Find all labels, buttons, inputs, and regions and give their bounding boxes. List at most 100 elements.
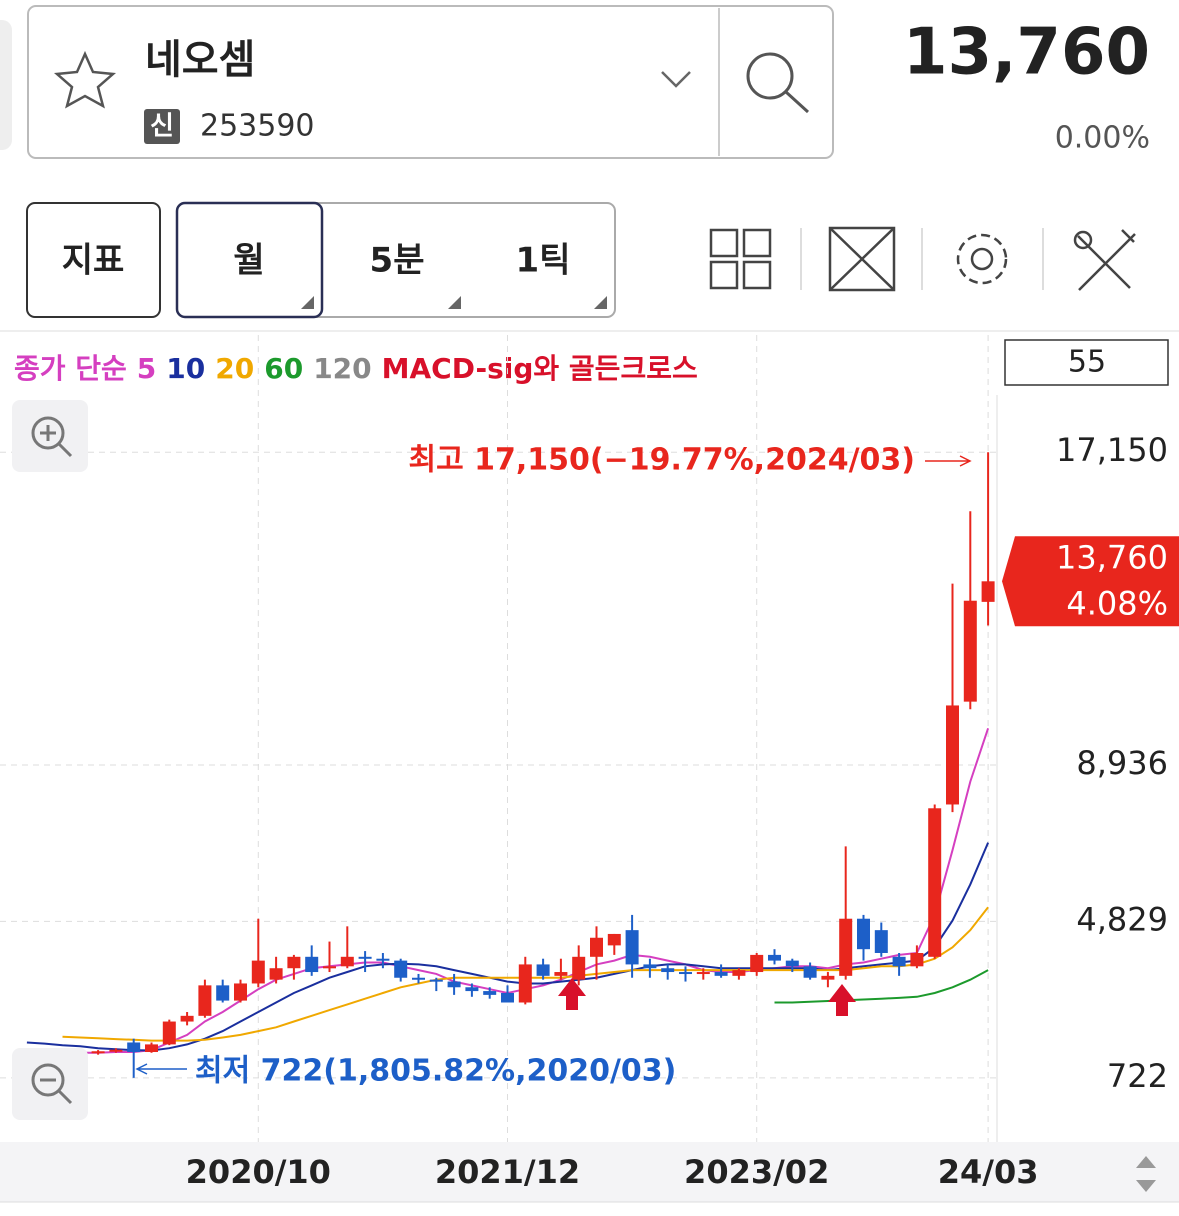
candle-body [518,964,532,1003]
ma-line [774,969,989,1004]
y-tick-label: 4,829 [1076,900,1168,938]
candle-body [109,1049,123,1052]
current-price: 13,760 [1056,538,1168,576]
candle-body [554,972,568,976]
candle-body [234,983,247,1001]
candle-body [732,970,746,976]
candle-body [412,977,425,980]
candle-body [145,1044,158,1053]
candle-body [785,960,799,967]
candle-body [839,918,853,976]
candle-body [874,930,888,953]
high-arrow [925,455,972,467]
search-icon-handle [784,90,810,114]
legend-entry: 5 [137,352,156,385]
candle-body [910,952,924,967]
candle-body [269,968,283,980]
low-annotation: 최저 722(1,805.82%,2020/03) [195,1054,676,1089]
dropdown[interactable] [661,71,691,88]
x-axis-band [0,1142,1179,1202]
high-annotation: 최고 17,150(−19.77%,2024/03) [408,443,915,478]
candle-body [714,972,728,976]
search-icon[interactable] [746,52,794,100]
tools-icon[interactable] [1073,229,1136,291]
count: 55 [1068,345,1106,380]
badge-bg [144,109,180,144]
y-tick-label: 8,936 [1076,744,1168,782]
change: 0.00% [1055,121,1150,156]
search-box[interactable] [27,5,834,159]
scroll-arrows[interactable] [1136,1156,1156,1192]
candle-body [892,956,906,967]
candle-body [821,975,835,980]
candle-body [340,956,354,967]
corner-marks [301,296,607,309]
candle-body [127,1042,141,1053]
y-tick-label: 17,150 [1056,431,1168,469]
legend-entry: 120 [313,352,371,385]
candle-body [928,808,942,957]
candle-body [981,581,995,602]
period[interactable]: 5분 [370,241,425,281]
zoom-in-icon [31,416,65,450]
zoom-in-icon [40,425,73,458]
candle-body [536,964,550,976]
candle-body [287,956,301,969]
x-tick-label: 2023/02 [684,1153,829,1191]
candle-body [216,985,230,1001]
candle-body [946,705,959,805]
candle-body [483,991,497,995]
candle-body [91,1051,105,1054]
settings-icon[interactable] [956,233,1008,285]
indicator-button[interactable] [26,202,161,318]
candle-body [180,1015,194,1022]
candle-body [251,960,265,984]
price: 13,760 [903,16,1150,90]
candle-body [394,960,408,978]
candle-body [750,954,764,973]
legend-entry: 10 [166,352,205,385]
signal-arrow [558,978,856,1016]
legend: 종가 단순 5 10 20 60 120 MACD-sig와 골든크로스 [14,352,698,385]
low-arrow [135,1063,187,1075]
candle-body [661,968,675,973]
y-tick-label: 722 [1107,1057,1168,1095]
legend-suffix: MACD-sig와 골든크로스 [382,352,698,385]
side-tab[interactable] [0,20,12,150]
current-flag [1002,536,1179,627]
layout-icon[interactable] [709,228,772,290]
candle-body [305,956,319,973]
legend-entry: 20 [215,352,254,385]
candle-body [447,981,461,988]
x-tick-label: 2020/10 [186,1153,331,1191]
candle-body [963,600,977,702]
candle-body [198,985,212,1016]
zoom-out-icon [31,1063,65,1097]
candle-body [323,966,336,969]
candle-body [162,1021,176,1045]
candle-body [501,992,514,1003]
candle-body [803,966,817,978]
current-change: 4.08% [1066,584,1168,622]
candle-body [857,918,870,950]
candle-body [768,954,781,961]
period[interactable]: 월 [233,241,264,281]
stock-code: 253590 [200,109,315,144]
indicator-label: 지표 [62,241,125,281]
candle-body [376,958,390,961]
candle-body [465,987,479,992]
candle-body [607,933,621,946]
period-selected[interactable] [175,201,324,319]
zoom-out-icon [40,1078,73,1105]
candle-body [696,972,710,975]
candle-body [590,937,603,957]
expand-icon[interactable] [828,226,896,292]
badge: 신 [150,112,174,142]
period[interactable]: 1틱 [516,241,571,281]
zoom-out[interactable] [12,1048,88,1120]
candle-body [643,964,657,969]
zoom-in[interactable] [12,400,88,472]
count-box[interactable] [1004,339,1169,386]
favorite-star[interactable] [53,50,117,109]
